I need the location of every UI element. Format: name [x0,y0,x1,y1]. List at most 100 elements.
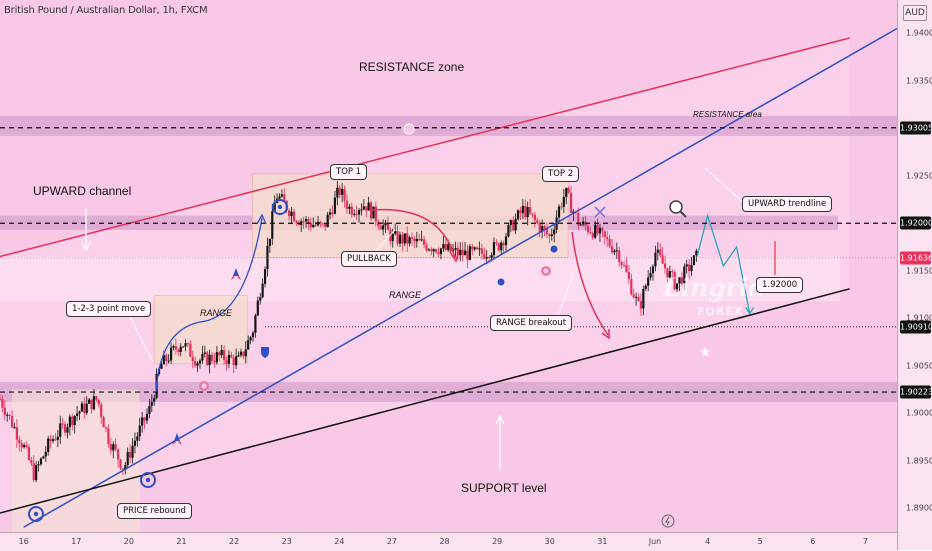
candle-body [589,232,592,234]
candle-body [541,226,544,233]
candle-body [124,465,127,470]
candle-body [20,443,23,448]
range-breakout-label: RANGE breakout [490,315,573,331]
snail-icon [199,381,209,391]
candle-body [618,250,621,263]
price-axis[interactable] [897,0,932,550]
pullback-arc-arrow [371,208,456,259]
candle-body [692,255,696,266]
candle-body [675,283,679,290]
candle-body [439,248,443,255]
candle-body [473,247,476,250]
candle-body [73,415,76,426]
candle-body [543,226,546,229]
candle-body [567,187,570,193]
breakout-label-pointer [556,271,575,319]
candle-body [112,444,115,451]
pivot-circle-low [28,506,44,522]
candle-body [160,364,163,369]
candle-body [560,206,563,208]
candle-body [480,248,484,254]
y-tick-label: 1.91500 [906,266,932,276]
x-tick-label: 20 [123,537,134,546]
candles-layer [0,180,698,483]
rocket-icon [172,433,182,445]
candle-body [372,206,375,219]
candle-body [528,207,532,214]
candle-body [526,207,529,218]
candle-body [220,349,223,356]
candle-body [644,285,647,289]
candle-body [104,427,108,429]
candle-body [673,271,676,290]
level-price-tag: 1.92000 [900,216,932,230]
candle-body [591,232,594,238]
candle-body [488,256,491,258]
candle-body [227,354,231,364]
candle-body [292,211,296,222]
candle-body [579,224,582,226]
candle-body [360,209,363,211]
candle-body [307,219,310,224]
candle-body [582,221,585,225]
candle-body [167,360,170,362]
resistance-trendline [0,37,850,258]
currency-label[interactable]: AUD [903,5,927,21]
candle-body [162,354,165,365]
candle-body [403,233,406,244]
candle-body [76,413,79,416]
candle-body [398,234,402,244]
candle-body [148,405,151,414]
candle-body [25,445,28,447]
candle-body [401,234,404,244]
candle-body [119,459,122,469]
candle-body [107,428,110,445]
pullback-label: PULLBACK [341,251,397,267]
candle-body [239,351,243,356]
candle-body [27,446,31,460]
time-axis[interactable] [0,532,897,551]
magnifier-icon [669,200,687,218]
y-tick-label: 1.92500 [906,171,932,181]
trendline-touch-2 [550,245,558,253]
candle-body [242,351,245,357]
candle-body [8,414,11,416]
candle-body [254,315,257,333]
y-tick-label: 1.94000 [906,28,932,38]
trendline-label-pointer [704,167,745,204]
candle-body [92,396,96,410]
candle-body [632,294,635,298]
candle-body [88,399,91,404]
candle-body [302,221,305,223]
candle-body [639,301,643,309]
resistance-area-label: RESISTANCE area [693,110,762,119]
breakout-arc-arrow [571,231,609,336]
candle-body [586,226,590,233]
upward-trendline-label: UPWARD trendline [742,196,833,212]
support-level-label: SUPPORT level [461,481,547,495]
x-tick-label: 27 [386,537,398,546]
candle-body [425,244,428,251]
candle-body [504,236,508,246]
candle-body [222,349,226,361]
candle-body [129,451,132,458]
pivot-dot-3 [277,204,283,210]
candle-body [232,357,235,366]
symbol-title[interactable]: British Pound / Australian Dollar, 1h, F… [4,5,208,16]
candle-body [312,224,315,228]
candle-body [13,427,16,429]
candle-body [454,247,457,250]
candle-body [22,445,26,448]
candle-body [309,223,312,228]
cross-icon [594,206,606,218]
candle-body [447,244,450,250]
candle-body [418,238,421,241]
candle-body [432,249,435,252]
candle-body [174,346,177,350]
candle-body [533,214,537,221]
candle-body [516,210,520,220]
candle-body [408,237,411,244]
shield-icon [261,347,269,358]
